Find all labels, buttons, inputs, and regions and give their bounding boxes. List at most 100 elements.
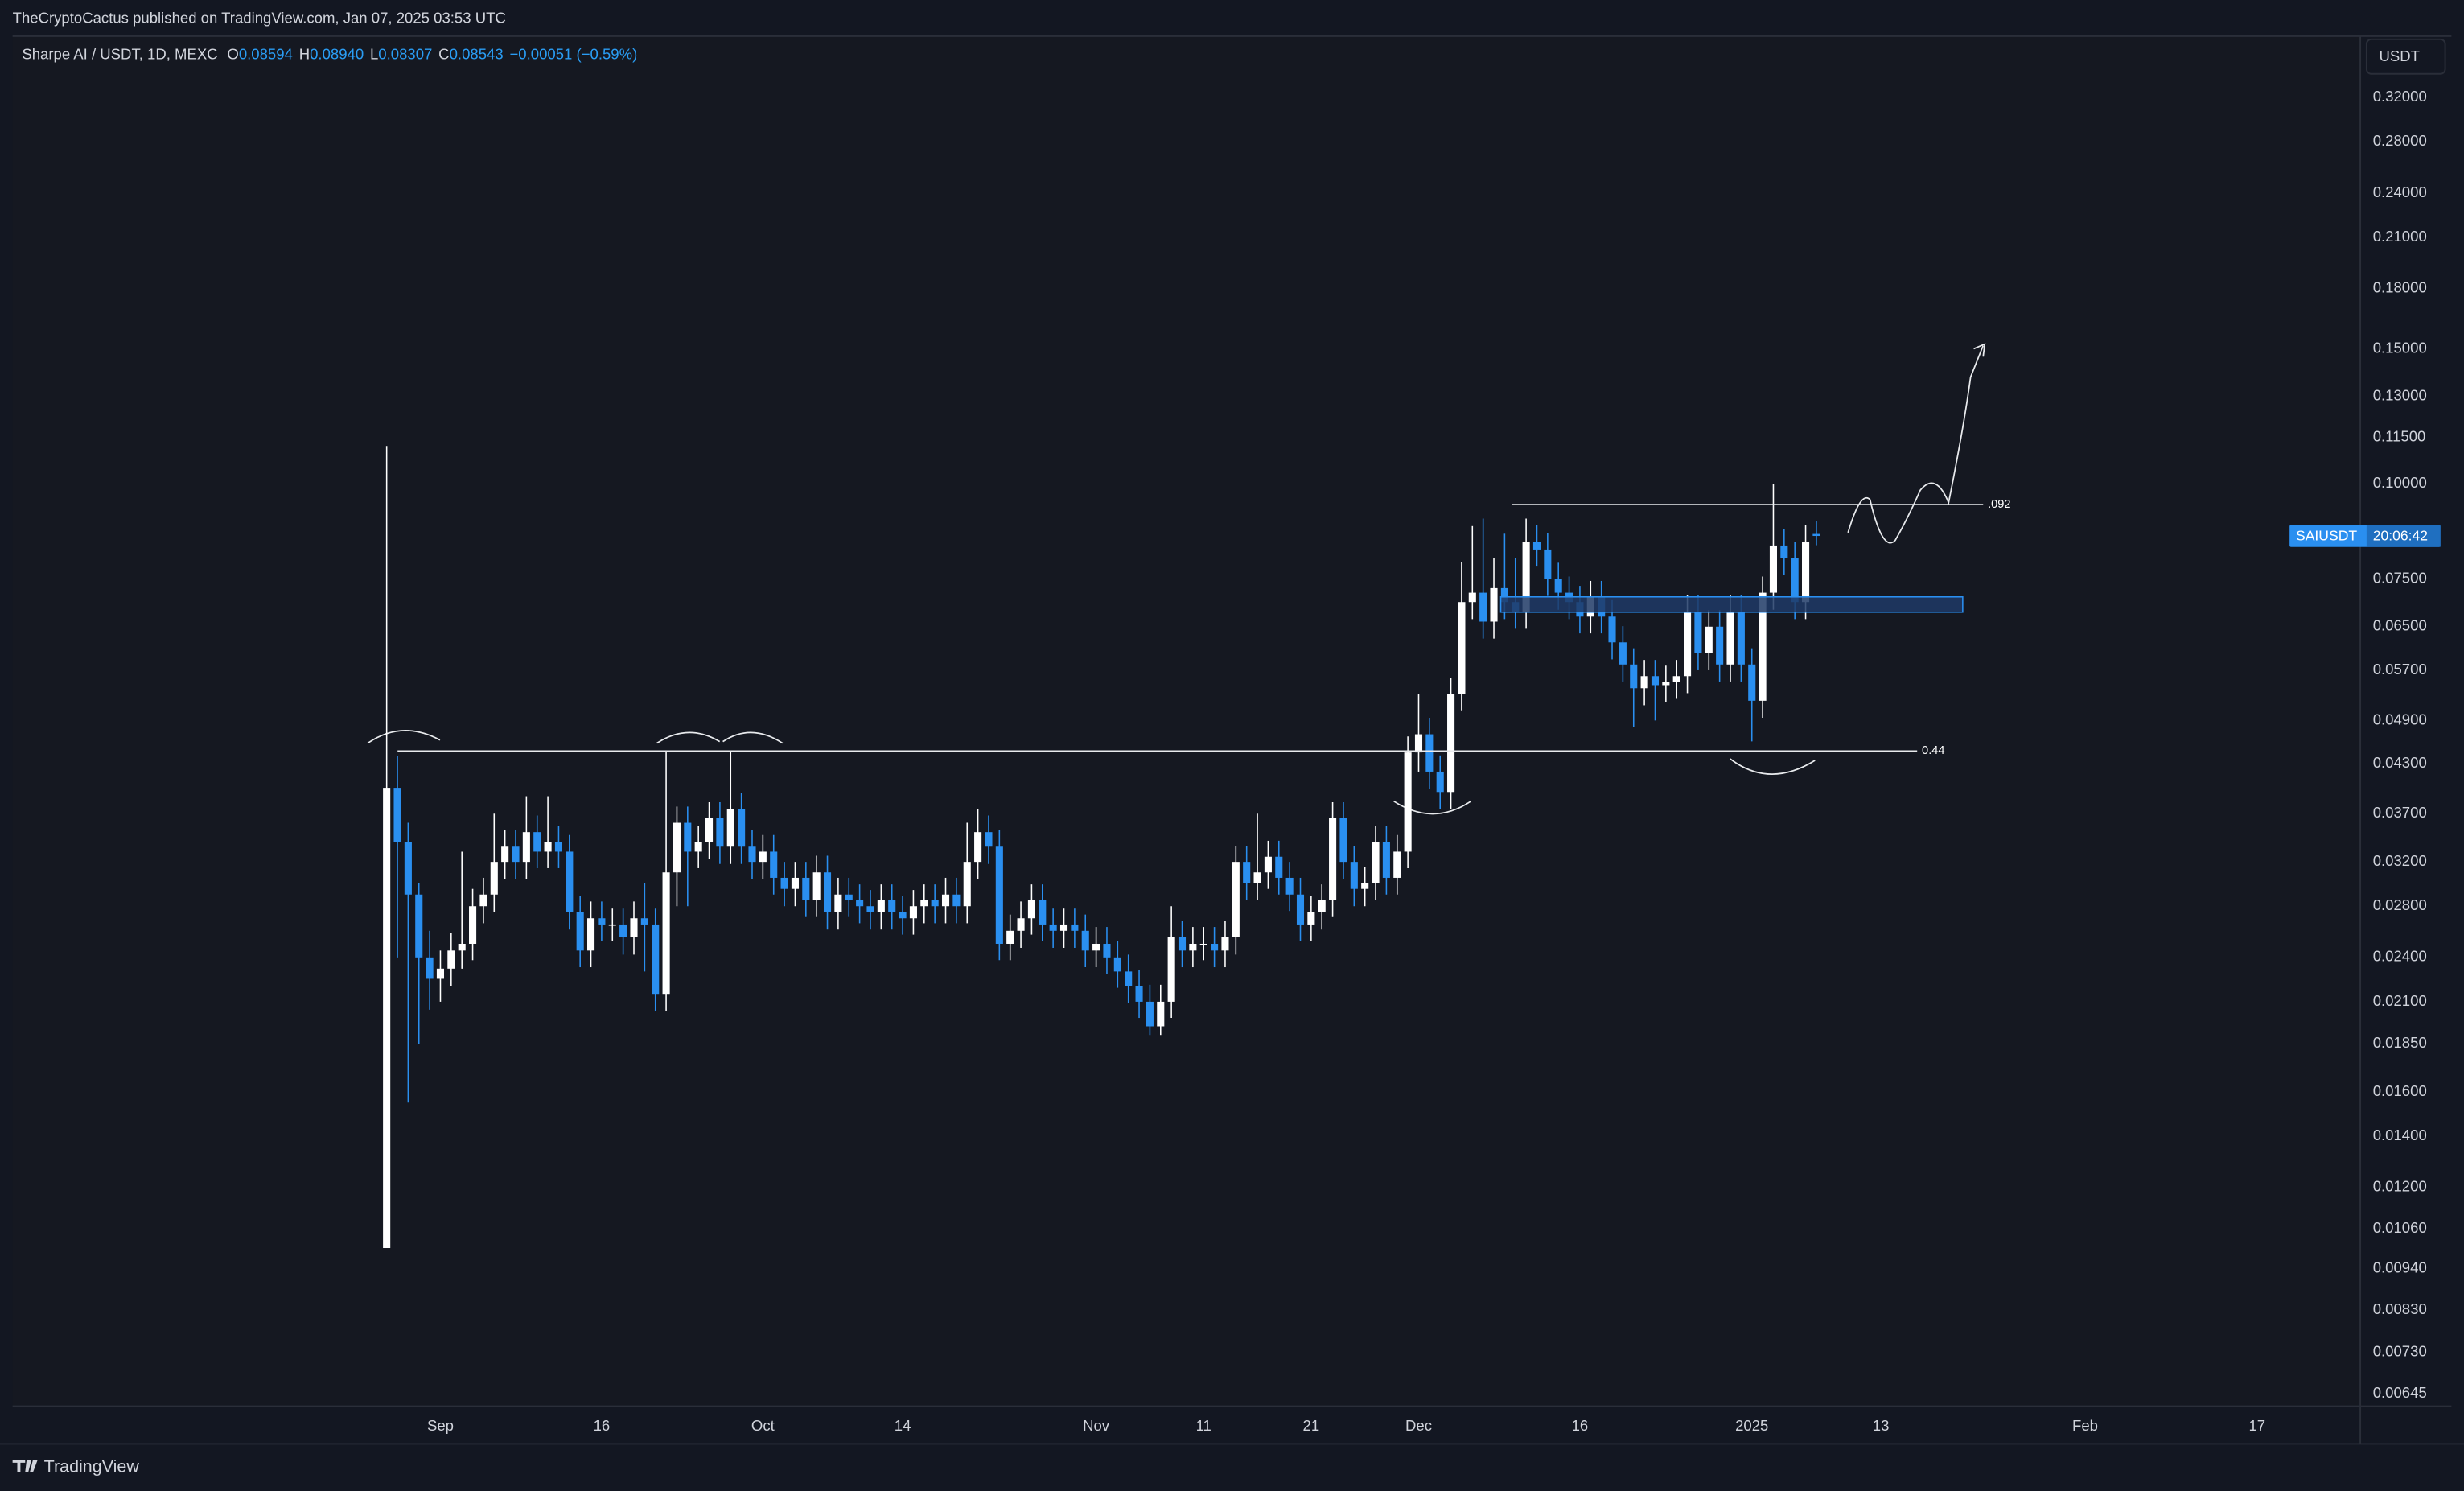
candle-body [1125,971,1133,986]
candle-body [1382,842,1390,878]
arc [367,730,441,744]
ohlc-value: 0.08940 [310,45,364,62]
candle-body [587,918,595,951]
y-tick-label: 0.04300 [2373,754,2427,771]
candle-body [1404,752,1412,852]
candle-body [1662,682,1670,686]
arc [1730,758,1816,775]
candle-body [931,900,939,907]
y-tick-label: 0.28000 [2373,132,2427,149]
candle-body [1447,694,1455,793]
candle-body [1059,924,1068,931]
candle-body [1554,579,1562,593]
candle-body [1490,587,1498,622]
level-label: .092 [1988,498,2010,511]
candle-body [1178,937,1187,951]
candle-body [1684,612,1692,677]
candle-body [1716,626,1724,665]
candle-body [1705,626,1713,653]
candle-body [770,851,778,878]
candle-body [1039,900,1047,925]
candle-body [652,924,660,995]
candle-body [469,906,477,944]
price-tag-countdown: 20:06:42 [2373,528,2428,544]
currency-button[interactable] [2365,38,2446,75]
tv-logo [12,1459,38,1472]
demand-zone [1499,595,1964,613]
candle-body [1436,771,1444,793]
candle-body [985,832,993,847]
candle-body [888,900,896,912]
candle-body [630,918,638,937]
candle-body [716,818,724,847]
candle-body [512,846,520,863]
candle-body [1619,642,1627,665]
candle-body [662,872,670,995]
ohlc-key: L [370,45,378,62]
candle-body [877,900,885,912]
candle-body [501,846,509,863]
currency[interactable]: USDT [2380,47,2421,64]
candle-body [1189,943,1197,951]
candle-body [1458,602,1466,694]
candle-body [1393,851,1401,878]
candle-body [974,832,982,863]
y-tick-label: 0.01600 [2373,1082,2427,1099]
y-tick-label: 0.11500 [2373,427,2426,444]
candle-body [1640,676,1648,689]
candle-body [738,809,746,847]
candle-body [1146,1001,1154,1027]
candle-body [1372,842,1380,883]
y-tick-label: 0.10000 [2373,474,2427,491]
x-tick-label: Nov [1083,1417,1110,1434]
candle-body [845,894,853,900]
candle-body [684,822,692,852]
arc [722,731,784,744]
candle-body [1318,900,1326,912]
candle-body [1361,883,1369,889]
price-tag-symbol: SAIUSDT [2296,528,2357,544]
y-tick-label: 0.01850 [2373,1034,2427,1051]
ohlc-value: 0.08307 [378,45,432,62]
y-tick-label: 0.05700 [2373,661,2427,678]
candle-body [554,842,563,852]
y-tick-label: 0.00730 [2373,1343,2427,1360]
x-tick-label: 16 [594,1417,611,1434]
candle-body [1135,986,1143,1002]
candle-body [415,894,423,958]
candles [383,446,1820,1249]
x-tick-label: Dec [1405,1417,1432,1434]
candle-body [705,818,714,842]
candle-body [619,924,627,937]
candle-body [759,851,767,863]
y-tick-label: 0.02800 [2373,896,2427,913]
ohlc-key: O [227,45,238,62]
candle-body [899,912,907,919]
candle-body [1103,943,1111,958]
candle-body [1199,943,1207,945]
y-tick-label: 0.03200 [2373,852,2427,869]
candle-body [404,842,412,895]
candle-body [426,957,434,979]
candle-body [1221,937,1229,951]
candle-body [522,832,530,863]
candle-body [1780,545,1788,558]
candle-body [1232,862,1240,937]
candle-body [1027,900,1035,919]
projection-path [1847,345,1985,544]
candle-body [447,950,455,969]
candle-body [791,877,799,889]
candle-body [1414,734,1423,753]
candle-body [1211,943,1219,951]
arc [656,731,721,744]
candle-body [834,894,842,912]
y-tick-label: 0.00940 [2373,1258,2427,1275]
y-tick-label: 0.18000 [2373,278,2427,295]
candle-body [1672,676,1680,682]
candle-body [748,846,756,863]
candle-body [1608,616,1616,643]
candle-body [1071,924,1079,931]
x-tick-label: 16 [1572,1417,1589,1434]
candle-body [1092,943,1100,951]
ohlc-key: H [299,45,310,62]
